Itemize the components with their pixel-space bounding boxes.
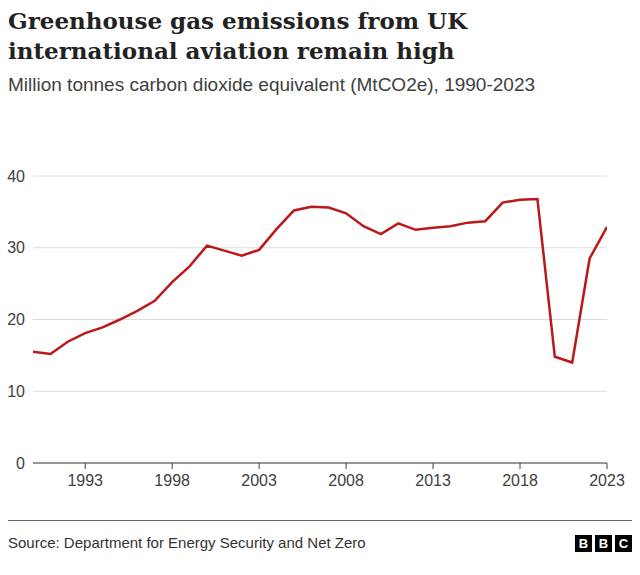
svg-text:40: 40	[8, 168, 25, 185]
html-text:Million tonnes carbon dioxide: Million tonnes carbon dioxide equivalent…	[8, 74, 535, 95]
svg-text:20: 20	[8, 311, 25, 328]
svg-text:2008: 2008	[328, 472, 364, 489]
svg-text:10: 10	[8, 383, 25, 400]
svg-text:1998: 1998	[154, 472, 190, 489]
svg-text:2018: 2018	[502, 472, 538, 489]
html-text:Greenhouse gas emissions from: Greenhouse gas emissions from UK interna…	[8, 7, 468, 64]
svg-text:2023: 2023	[589, 472, 625, 489]
html-text:B: B	[598, 536, 609, 551]
svg-text:30: 30	[8, 239, 25, 256]
svg-text:0: 0	[16, 455, 25, 472]
html-text:Source: Department for Energy: Source: Department for Energy Security a…	[8, 534, 366, 551]
html-text:C: C	[618, 536, 629, 551]
html-text:B: B	[578, 536, 589, 551]
svg-text:2003: 2003	[241, 472, 277, 489]
svg-text:2013: 2013	[415, 472, 451, 489]
svg-text:1993: 1993	[67, 472, 103, 489]
